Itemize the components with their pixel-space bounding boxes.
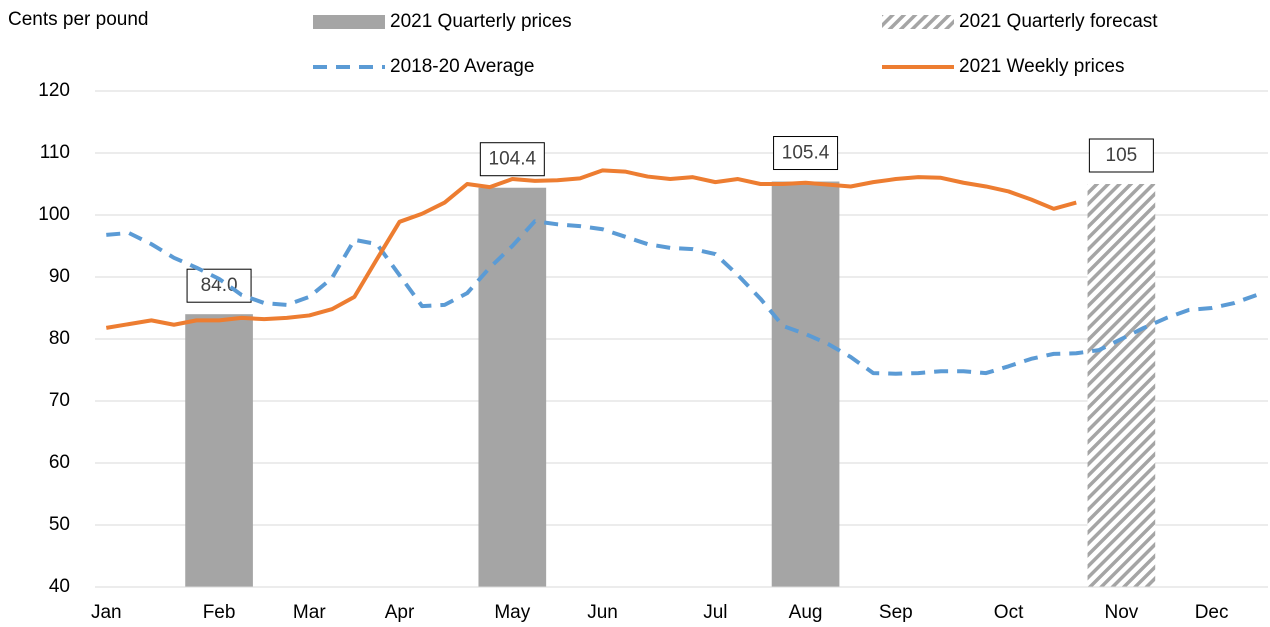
x-tick-label: Jun xyxy=(587,602,618,623)
x-tick-label: Nov xyxy=(1104,602,1138,623)
y-tick-label: 80 xyxy=(49,328,70,349)
legend-swatch xyxy=(882,15,954,29)
x-tick-label: Jan xyxy=(91,602,122,623)
x-tick-label: Mar xyxy=(293,602,326,623)
x-tick-label: Aug xyxy=(789,602,823,623)
y-tick-label: 110 xyxy=(40,142,70,163)
x-tick-label: Sep xyxy=(879,602,913,623)
x-tick-label: May xyxy=(494,602,530,623)
legend-label: 2021 Quarterly forecast xyxy=(959,11,1158,32)
line xyxy=(106,219,1258,376)
x-tick-label: Apr xyxy=(385,602,415,623)
x-tick-label: Feb xyxy=(203,602,236,623)
legend-swatch xyxy=(313,15,385,29)
y-tick-label: 90 xyxy=(49,266,70,287)
x-tick-label: Oct xyxy=(994,602,1024,623)
legend-label: 2021 Quarterly prices xyxy=(390,11,572,32)
value-label: 105 xyxy=(1106,145,1138,166)
y-tick-label: 70 xyxy=(49,390,70,411)
value-label: 84.0 xyxy=(201,275,238,296)
value-label: 105.4 xyxy=(782,143,830,164)
bar xyxy=(185,314,253,587)
y-tick-label: 40 xyxy=(49,576,70,597)
y-tick-label: 100 xyxy=(38,204,70,225)
legend-label: 2018-20 Average xyxy=(390,56,534,77)
value-label-box xyxy=(773,136,839,171)
x-tick-label: Jul xyxy=(703,602,727,623)
y-tick-label: 60 xyxy=(49,452,70,473)
y-axis-label: Cents per pound xyxy=(8,9,149,30)
y-tick-label: 50 xyxy=(49,514,70,535)
y-tick-label: 120 xyxy=(38,80,70,101)
value-label-box xyxy=(186,268,252,303)
value-label-box xyxy=(479,142,545,177)
value-label: 104.4 xyxy=(489,149,537,170)
legend-label: 2021 Weekly prices xyxy=(959,56,1124,77)
x-tick-label: Dec xyxy=(1195,602,1229,623)
bar xyxy=(771,181,840,587)
bar xyxy=(478,187,547,587)
line xyxy=(105,168,1077,330)
value-label-box xyxy=(1088,138,1154,173)
bar xyxy=(1087,184,1156,587)
